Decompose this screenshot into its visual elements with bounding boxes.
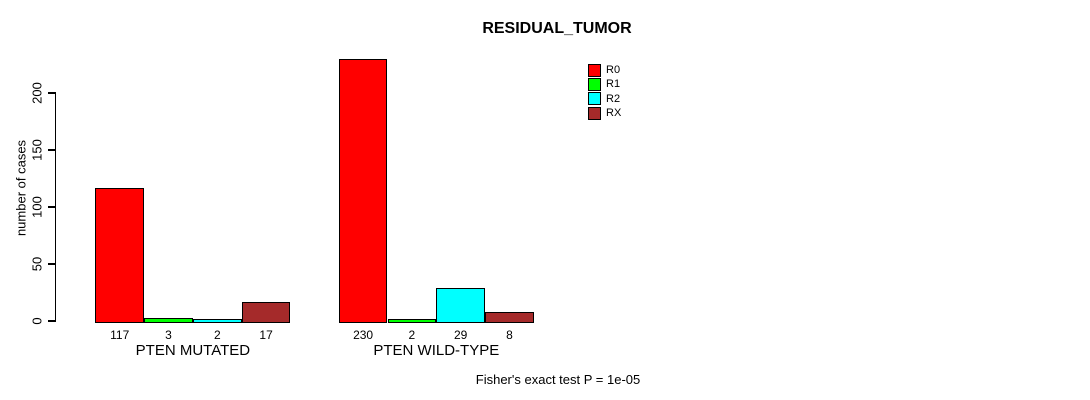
legend: R0 R1 R2 RX xyxy=(588,63,622,121)
y-tick-label: 150 xyxy=(29,139,45,161)
bar-value-label: 8 xyxy=(506,328,513,342)
legend-item-r1: R1 xyxy=(588,78,621,92)
y-tick xyxy=(48,149,56,151)
legend-swatch-icon xyxy=(588,63,601,77)
category-label: PTEN WILD-TYPE xyxy=(373,342,500,359)
bar-rx-1 xyxy=(241,301,291,323)
legend-swatch-icon xyxy=(588,78,601,92)
bar-value-label: 2 xyxy=(408,328,416,342)
y-tick xyxy=(48,320,56,322)
bar-value-label: 230 xyxy=(353,328,374,342)
bar-r1-2 xyxy=(387,318,437,323)
bar-value-label: 117 xyxy=(110,328,130,342)
y-tick-label: 200 xyxy=(29,82,45,104)
legend-label: R0 xyxy=(606,64,621,76)
legend-label: RX xyxy=(606,106,622,119)
y-tick-label: 0 xyxy=(29,317,45,325)
legend-label: R2 xyxy=(606,92,621,105)
y-axis-label: number of cases xyxy=(13,139,29,237)
bar-r0-1 xyxy=(95,187,145,323)
legend-swatch-icon xyxy=(588,92,601,106)
category-label: PTEN MUTATED xyxy=(135,342,251,359)
y-tick xyxy=(48,206,56,208)
bar-rx-2 xyxy=(485,311,534,323)
annotation: Fisher's exact test P = 1e-05 xyxy=(475,372,641,387)
y-tick xyxy=(48,92,56,94)
bar-r1-1 xyxy=(144,317,193,323)
chart-title: RESIDUAL_TUMOR xyxy=(482,20,632,37)
legend-swatch-icon xyxy=(588,106,601,120)
legend-item-r0: R0 xyxy=(588,63,621,77)
bar-r0-2 xyxy=(338,58,388,323)
bar-value-label: 17 xyxy=(259,328,273,342)
y-tick-label: 50 xyxy=(29,256,45,272)
bar-value-label: 3 xyxy=(165,328,172,342)
legend-item-rx: RX xyxy=(588,106,622,120)
bar-value-label: 2 xyxy=(213,328,221,342)
bar-value-label: 29 xyxy=(454,328,468,342)
bar-r2-1 xyxy=(192,318,242,323)
y-tick-label: 100 xyxy=(29,196,45,218)
legend-label: R1 xyxy=(606,78,621,91)
legend-item-r2: R2 xyxy=(588,92,621,106)
y-tick xyxy=(48,263,56,265)
bar-r2-2 xyxy=(436,287,486,323)
